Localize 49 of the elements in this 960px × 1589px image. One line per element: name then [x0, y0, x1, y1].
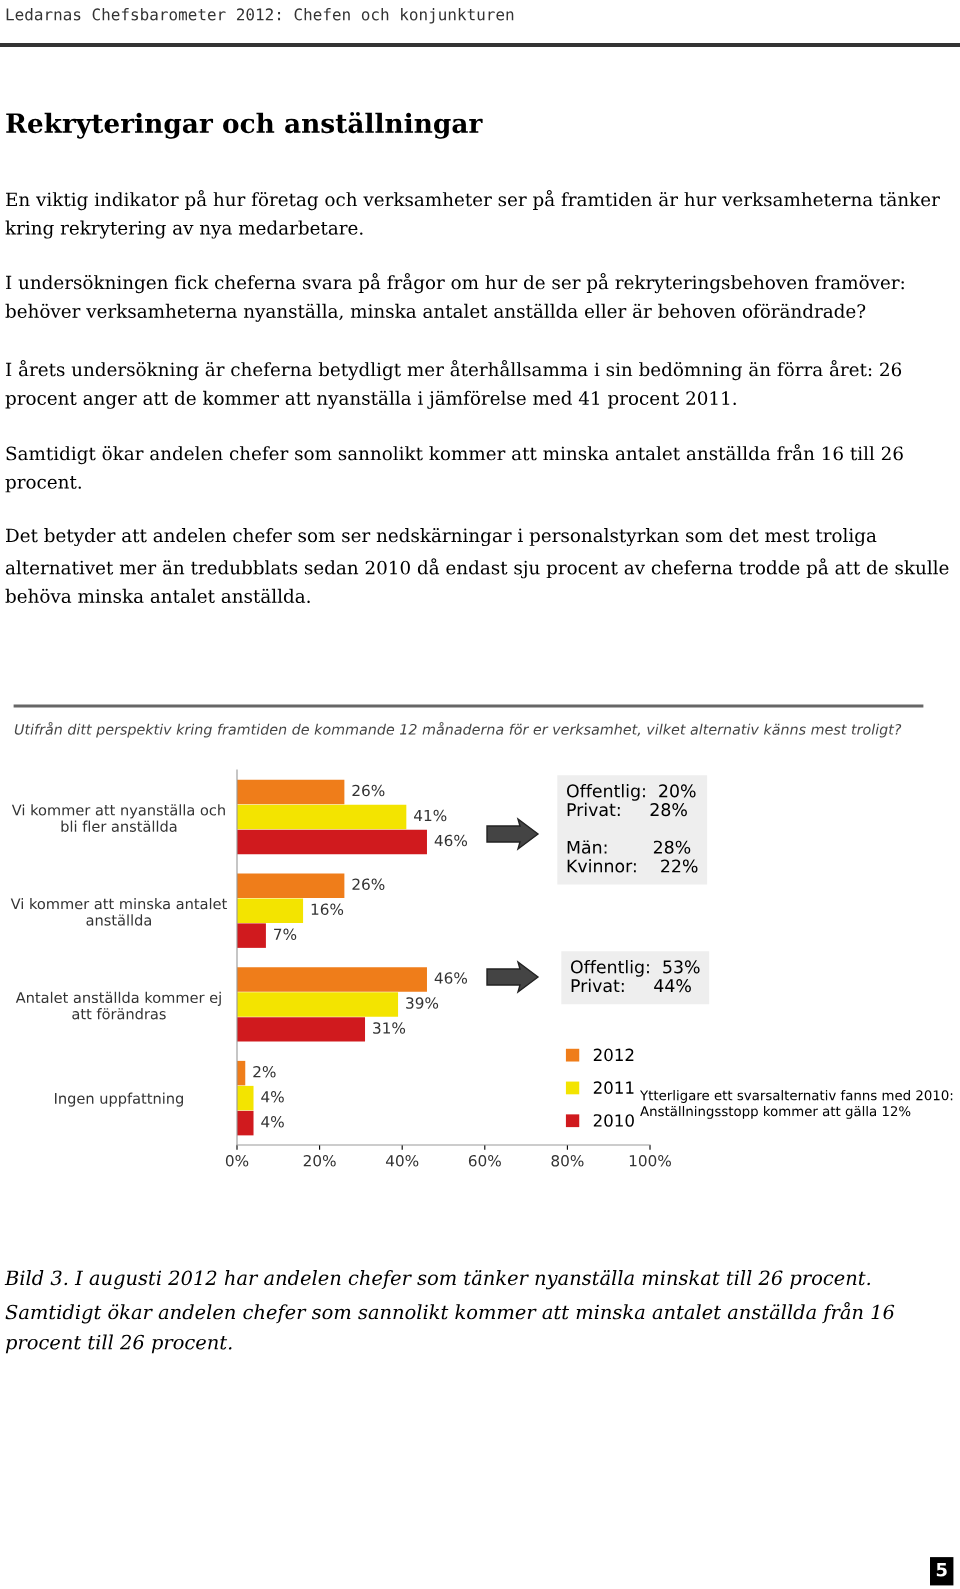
text: Ledarnas Chefsbarometer 2012: Chefen och konjunkturen: [6, 8, 514, 24]
bar: [237, 779, 345, 805]
y-tick-label: Ingen uppfattning: [55, 1092, 183, 1107]
text: Bild 3. I augusti 2012 har andelen chefer som tänker nyanställa minskat till 26 procent. Samtidigt ökar andelen chefer som sannolikt kommer att minska antalet anställda från 16 procent till 26 procent.: [4, 1270, 895, 1354]
data-label: 7%: [274, 928, 297, 941]
legend-label: 2011: [593, 1081, 634, 1094]
text: Samtidigt ökar andelen chefer som sannolikt kommer att minska antalet anställda från 16 till 26 procent.: [5, 444, 903, 493]
bar: [237, 873, 345, 898]
x-tick-label: 20%: [303, 1154, 336, 1167]
bar: [237, 1017, 366, 1042]
text: Det betyder att andelen chefer som ser nedskärningar i personalstyrkan som det mest troliga alternativet mer än tredubblats sedan 2010 då endast sju procent av cheferna trodde på att de skulle behöva minska antalet anställda.: [5, 528, 949, 603]
data-label: 2%: [253, 1066, 276, 1078]
x-tick-label: 80%: [551, 1154, 584, 1167]
annotation: Offentlig: 53% Privat: 44%: [570, 960, 700, 993]
legend-label: 2010: [593, 1114, 634, 1127]
annotation: Ytterligare ett svarsalternativ fanns med 2010: Anställningsstopp kommer att gälla 12%: [639, 1090, 953, 1119]
bar: [237, 898, 304, 923]
data-label: 39%: [406, 997, 439, 1009]
y-tick-label: Antalet anställda kommer ej att förändras: [15, 991, 221, 1020]
bar: [237, 992, 399, 1017]
bar: [237, 967, 427, 992]
text: I årets undersökning är cheferna betydligt mer återhållsamma i sin bedömning än förra året: 26 procent anger att de kommer att nyanställa i jämförelse med 41 procent 2011.: [5, 360, 902, 409]
x-tick-label: 60%: [468, 1154, 501, 1167]
x-tick-label: 100%: [629, 1154, 671, 1167]
text: En viktig indikator på hur företag och verksamheter ser på framtiden är hur verksamheterna tänker kring rekrytering av nya medarbetare.: [5, 190, 940, 239]
bar: [237, 1110, 254, 1136]
text: 5: [936, 1563, 947, 1577]
data-label: 26%: [352, 784, 385, 797]
data-label: 16%: [311, 903, 344, 916]
text: I undersökningen fick cheferna svara på frågor om hur de ser på rekryteringsbehoven framöver: behöver verksamheterna nyanställa, minska antalet anställda eller är behoven oförändrade?: [5, 273, 904, 322]
x-tick-label: 0%: [225, 1154, 249, 1167]
chart-title: Rekryteringar och anställningar: [6, 112, 483, 139]
data-label: 4%: [261, 1116, 284, 1128]
data-label: 46%: [434, 834, 468, 847]
chart-subtitle: Utifrån ditt perspektiv kring framtiden de kommande 12 månaderna för er verksamhet, vilket alternativ känns mest troligt?: [14, 722, 902, 738]
bar: [237, 1085, 254, 1111]
x-tick-label: 40%: [385, 1154, 419, 1167]
data-label: 46%: [434, 972, 468, 984]
legend-label: 2012: [593, 1048, 634, 1062]
data-label: 26%: [352, 878, 385, 891]
text: Offentlig: 20% Privat: 28% Män: 28% Kvinnor: 22%: [566, 784, 698, 873]
y-tick-label: Vi kommer att nyanställa och bli fler anställda: [11, 804, 225, 832]
bar: [237, 923, 266, 948]
bar: [237, 804, 407, 830]
data-label: 4%: [261, 1091, 284, 1103]
y-tick-label: Vi kommer att minska antalet anställda: [10, 898, 227, 926]
bar: [237, 829, 427, 855]
data-label: 31%: [373, 1022, 406, 1034]
data-label: 41%: [414, 809, 447, 822]
